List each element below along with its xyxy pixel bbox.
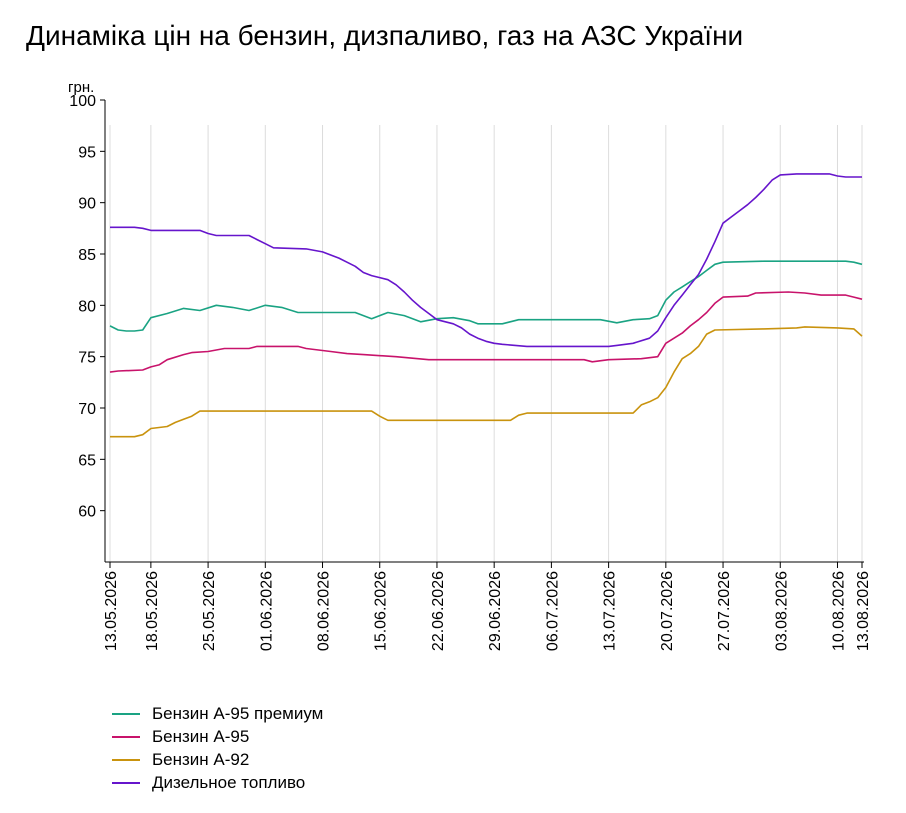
x-tick-label: 25.05.2026 (201, 571, 218, 651)
x-tick-label: 03.08.2026 (773, 571, 790, 651)
x-tick-label: 20.07.2026 (659, 571, 676, 651)
y-axis-unit-label: грн. (68, 79, 94, 96)
legend-item: Бензин А-95 (112, 725, 323, 748)
y-tick-label: 80 (78, 298, 96, 315)
y-tick-label: 95 (78, 144, 96, 161)
legend-label-a95: Бензин А-95 (152, 726, 250, 746)
y-tick-label: 70 (78, 401, 96, 418)
series-lines (109, 173, 863, 438)
x-tick-label: 15.06.2026 (373, 571, 390, 651)
y-tick-label: 90 (78, 196, 96, 213)
x-tick-label: 13.07.2026 (602, 571, 619, 651)
series-a95-line (109, 291, 863, 373)
legend-label-a92: Бензин А-92 (152, 749, 250, 769)
x-tick-label: 18.05.2026 (144, 571, 161, 651)
series-a95-premium-line (109, 260, 863, 332)
x-tick-label: 13.08.2026 (855, 571, 872, 651)
x-tick-label: 01.06.2026 (258, 571, 275, 651)
chart-title: Динаміка цін на бензин, дизпаливо, газ н… (26, 20, 744, 51)
series-diesel-line (110, 173, 862, 348)
y-tick-label: 85 (78, 247, 96, 264)
y-tick-label: 65 (78, 452, 96, 469)
legend-label-a95-premium: Бензин А-95 премиум (152, 703, 324, 723)
x-tick-label: 29.06.2026 (487, 571, 504, 651)
legend-item: Бензин А-95 премиум (112, 702, 323, 725)
chart-legend: Бензин А-95 премиум Бензин А-95 Бензин А… (112, 702, 323, 794)
y-tick-label: 75 (78, 350, 96, 367)
legend-item: Бензин А-92 (112, 748, 323, 771)
legend-swatch (112, 735, 140, 738)
legend-swatch (112, 712, 140, 715)
legend-swatch (112, 781, 140, 784)
y-tick-label: 60 (78, 504, 96, 521)
vertical-gridlines (109, 125, 863, 562)
series-a92-line (110, 326, 863, 438)
x-tick-label: 10.08.2026 (830, 571, 847, 651)
legend-label-diesel: Дизельное топливо (152, 772, 306, 792)
x-tick-label: 08.06.2026 (316, 571, 333, 651)
x-tick-label: 13.05.2026 (103, 571, 120, 651)
legend-swatch (112, 758, 140, 761)
x-tick-label: 22.06.2026 (430, 571, 447, 651)
axes: 13.05.2026 18.05.2026 25.05.2026 01.06.2026… (69, 93, 872, 651)
x-tick-label: 27.07.2026 (716, 571, 733, 651)
x-tick-label: 06.07.2026 (544, 571, 561, 651)
legend-item: Дизельное топливо (112, 771, 323, 794)
y-tick-label: 100 (69, 93, 96, 110)
